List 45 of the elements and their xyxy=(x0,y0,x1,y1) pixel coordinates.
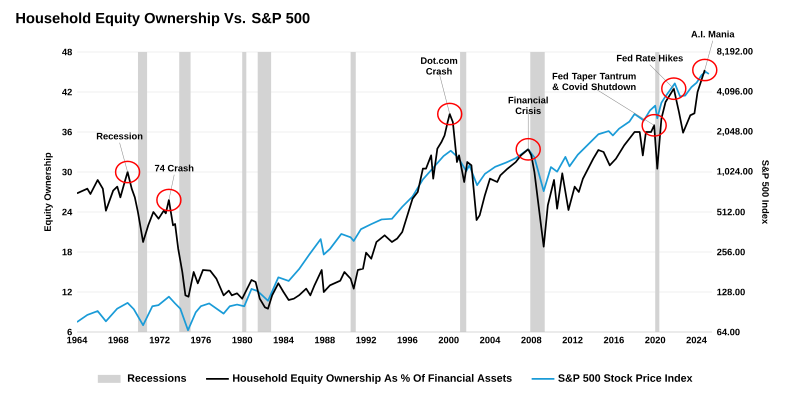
x-tick-label: 1996 xyxy=(398,336,418,344)
x-tick-label: 1992 xyxy=(356,336,376,344)
x-tick-label: 2024 xyxy=(686,336,707,344)
annotation: Fed Taper Tantrum & Covid Shutdown xyxy=(552,72,636,90)
x-tick-label: 2012 xyxy=(562,336,583,344)
annotation: A.I. Mania xyxy=(691,30,735,38)
x-tick-label: 2000 xyxy=(438,336,459,344)
x-tick-label: 2004 xyxy=(480,336,500,344)
y2-tick-label: 256.00 xyxy=(717,248,745,256)
x-tick-label: 2008 xyxy=(521,336,542,344)
y-tick-label: 48 xyxy=(62,48,72,56)
annotation: Fed Rate Hikes xyxy=(616,54,683,62)
x-tick-label: 1988 xyxy=(315,336,335,344)
y2-tick-label: 8,192.00 xyxy=(716,48,753,56)
y-tick-label: 42 xyxy=(62,88,72,96)
y2-tick-label: 4,096.00 xyxy=(716,88,753,96)
y-tick-label: 6 xyxy=(67,328,72,336)
y2-tick-label: 64.00 xyxy=(717,328,740,336)
annotation: Dot.com Crash xyxy=(421,57,458,75)
x-tick-label: 2016 xyxy=(604,336,624,344)
y2-tick-label: 1,024.00 xyxy=(717,168,753,176)
y-tick-label: 36 xyxy=(62,128,72,136)
y-tick-label: 18 xyxy=(62,248,72,256)
x-tick-label: 1984 xyxy=(274,336,294,344)
annotation: Recession xyxy=(96,132,142,140)
y-tick-label: 12 xyxy=(62,288,72,296)
legend-label: S&P 500 Stock Price Index xyxy=(558,374,692,382)
x-tick-label: 2020 xyxy=(645,336,666,344)
annotation: 74 Crash xyxy=(154,164,194,172)
legend-label: Household Equity Ownership As % Of Financial Assets xyxy=(233,374,512,384)
x-tick-label: 1964 xyxy=(67,336,88,344)
x-tick-label: 1976 xyxy=(191,336,211,344)
chart-title: Household Equity Ownership Vs. S&P 500 xyxy=(16,12,310,26)
x-tick-label: 1972 xyxy=(150,336,170,344)
y-tick-label: 30 xyxy=(62,168,72,176)
y2-tick-label: 2,048.00 xyxy=(717,128,753,136)
y-tick-label: 24 xyxy=(62,208,72,216)
x-tick-label: 1968 xyxy=(108,336,128,344)
y2-tick-label: 512.00 xyxy=(716,208,745,216)
y-axis-title: Equity Ownership xyxy=(44,152,53,232)
legend-label: Recessions xyxy=(128,374,186,382)
x-tick-label: 1980 xyxy=(232,336,252,344)
y2-tick-label: 128.00 xyxy=(717,288,745,296)
annotation: Financial Crisis xyxy=(508,96,548,114)
y2-axis-title: S&P 500 Index xyxy=(762,160,770,224)
